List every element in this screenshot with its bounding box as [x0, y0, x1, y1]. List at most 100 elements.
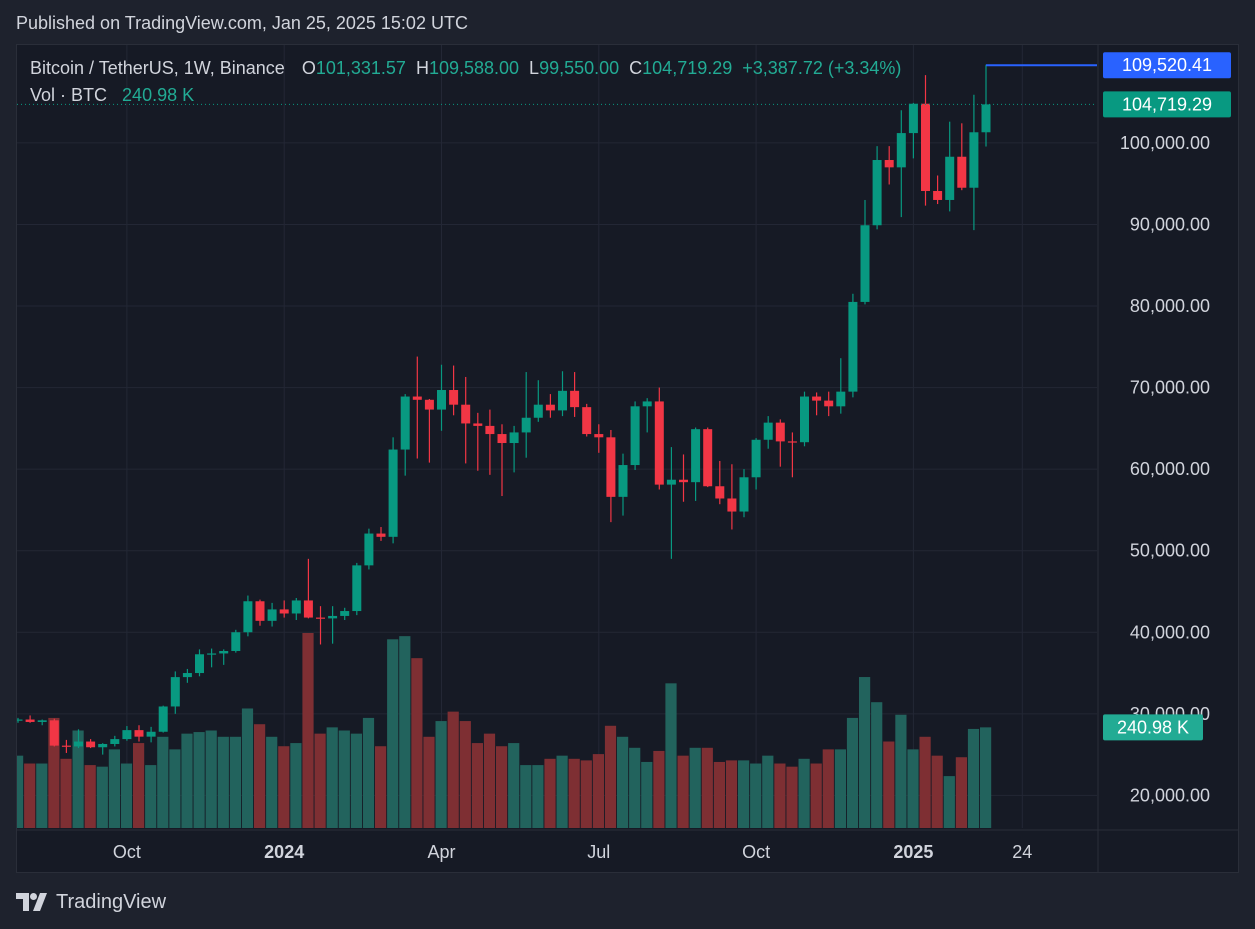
candle-body — [945, 156, 955, 200]
candle-body — [134, 730, 144, 737]
volume-bar — [496, 746, 508, 828]
volume-bar — [713, 761, 725, 828]
candle-body — [473, 423, 483, 426]
candle-body — [606, 437, 616, 497]
volume-bar — [738, 760, 750, 828]
candle-body — [957, 156, 967, 188]
candle-body — [255, 601, 265, 621]
candle-body — [969, 132, 979, 188]
candle-body — [509, 432, 519, 444]
volume-bar — [84, 765, 96, 828]
candle-body — [437, 390, 446, 410]
candle-body — [521, 417, 531, 433]
candle-body — [207, 653, 217, 655]
volume-bar — [556, 755, 568, 828]
volume-bar — [846, 717, 859, 828]
volume-bar — [362, 717, 375, 828]
volume-bar — [387, 639, 399, 828]
volume-badge-bg — [1103, 714, 1203, 741]
symbol-label[interactable]: Bitcoin / TetherUS, 1W, Binance — [30, 58, 285, 78]
volume-bar — [205, 730, 217, 828]
volume-bar — [883, 741, 895, 828]
volume-bar — [665, 683, 677, 828]
candle-body — [763, 422, 773, 440]
price-tick-label: 50,000.00 — [1130, 541, 1210, 561]
volume-bar — [629, 747, 641, 828]
volume-bar — [447, 711, 459, 828]
high-price-badge: 109,520.41 — [1103, 52, 1231, 79]
candle-body — [158, 706, 168, 732]
candle-body — [364, 533, 374, 566]
volume-bar — [241, 708, 254, 828]
time-tick-label: Oct — [742, 842, 770, 862]
candle-body — [267, 609, 277, 621]
volume-bar — [508, 743, 520, 828]
candle-body — [751, 439, 761, 478]
candle-body — [558, 390, 567, 411]
price-tick-label: 70,000.00 — [1130, 378, 1210, 398]
volume-bar — [314, 733, 326, 828]
candle-body — [775, 422, 785, 442]
candle-body — [424, 399, 434, 410]
candle-body — [170, 677, 180, 707]
volume-bar — [617, 736, 629, 828]
volume-bar — [266, 736, 278, 828]
candle-body — [642, 401, 652, 407]
volume-bar — [326, 727, 338, 828]
tradingview-logo-icon[interactable] — [16, 893, 48, 911]
footer: TradingView — [16, 890, 166, 914]
time-tick-label: Jul — [587, 842, 610, 862]
volume-bar — [157, 736, 169, 828]
volume-bar — [943, 776, 955, 828]
candle-body — [618, 465, 628, 497]
candle-body — [17, 719, 23, 721]
price-axis: 20,000.0030,000.0040,000.0050,000.0060,0… — [1103, 52, 1231, 805]
candle-body — [279, 609, 289, 614]
high-label: H — [415, 58, 429, 78]
candle-body — [182, 673, 192, 678]
candle-body — [388, 449, 398, 537]
volume-bar — [217, 736, 229, 828]
volume-bar — [181, 733, 193, 828]
high-value: 109,588.00 — [428, 58, 520, 78]
close-value: 104,719.29 — [642, 58, 733, 78]
candle-body — [376, 533, 386, 537]
volume-bar — [96, 766, 108, 828]
volume-bar — [36, 763, 48, 828]
chart-panel[interactable] — [16, 44, 1239, 873]
candle-body — [812, 396, 822, 401]
volume-bar — [459, 721, 471, 828]
volume-bar — [48, 717, 60, 828]
volume-bar — [120, 763, 133, 828]
volume-bar — [278, 746, 290, 828]
volume-bar — [193, 732, 205, 828]
candle-body — [303, 600, 313, 618]
candle-body — [848, 301, 858, 392]
open-label: O — [301, 58, 316, 78]
volume-bar — [133, 743, 145, 828]
volume-bar — [798, 758, 810, 828]
time-tick-label: Apr — [427, 842, 455, 862]
candle-body — [328, 615, 338, 619]
candle-body — [340, 611, 350, 616]
candle-body — [872, 160, 882, 226]
price-tick-label: 80,000.00 — [1130, 296, 1210, 316]
volume-label[interactable]: Vol · BTC — [30, 85, 108, 105]
grid — [17, 45, 1097, 828]
candle-body — [679, 479, 688, 483]
candle-body — [110, 739, 120, 744]
candle-body — [800, 396, 809, 443]
chart-legend: Bitcoin / TetherUS, 1W, Binance O101,331… — [30, 58, 901, 105]
change-value: +3,387.72 (+3.34%) — [742, 58, 902, 78]
candle-body — [594, 434, 604, 438]
tradingview-brand[interactable]: TradingView — [56, 890, 167, 913]
candle-series — [17, 64, 991, 755]
volume-bar — [532, 765, 544, 828]
volume-badge-label: 240.98 K — [1117, 717, 1189, 737]
candle-body — [896, 133, 906, 168]
volume-bar — [72, 730, 84, 828]
candle-body — [485, 425, 495, 435]
candle-body — [449, 390, 459, 405]
volume-bar — [834, 749, 846, 828]
